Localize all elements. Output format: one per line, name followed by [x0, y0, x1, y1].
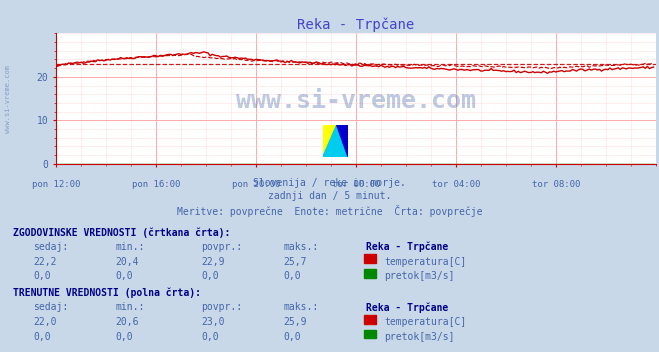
- Text: temperatura[C]: temperatura[C]: [384, 257, 467, 266]
- Text: 25,7: 25,7: [283, 257, 307, 266]
- Text: 0,0: 0,0: [33, 332, 51, 342]
- Text: sedaj:: sedaj:: [33, 302, 68, 313]
- Text: maks.:: maks.:: [283, 302, 318, 313]
- Text: tor 08:00: tor 08:00: [532, 180, 580, 189]
- Polygon shape: [323, 125, 337, 157]
- Text: Meritve: povprečne  Enote: metrične  Črta: povprečje: Meritve: povprečne Enote: metrične Črta:…: [177, 205, 482, 216]
- Text: tor 04:00: tor 04:00: [432, 180, 480, 189]
- Text: pon 20:00: pon 20:00: [232, 180, 280, 189]
- Text: 22,9: 22,9: [201, 257, 225, 266]
- Text: tor 00:00: tor 00:00: [331, 180, 380, 189]
- Text: Reka - Trpčane: Reka - Trpčane: [366, 302, 448, 313]
- Text: www.si-vreme.com: www.si-vreme.com: [5, 64, 11, 133]
- Text: 23,0: 23,0: [201, 317, 225, 327]
- Text: pretok[m3/s]: pretok[m3/s]: [384, 332, 455, 342]
- Text: www.si-vreme.com: www.si-vreme.com: [236, 89, 476, 113]
- Text: maks.:: maks.:: [283, 242, 318, 252]
- Text: povpr.:: povpr.:: [201, 242, 242, 252]
- Polygon shape: [337, 125, 348, 157]
- Text: povpr.:: povpr.:: [201, 302, 242, 313]
- Text: min.:: min.:: [115, 302, 145, 313]
- Text: zadnji dan / 5 minut.: zadnji dan / 5 minut.: [268, 191, 391, 201]
- Polygon shape: [323, 125, 348, 157]
- Text: 20,6: 20,6: [115, 317, 139, 327]
- Text: 0,0: 0,0: [283, 271, 301, 281]
- Text: ZGODOVINSKE VREDNOSTI (črtkana črta):: ZGODOVINSKE VREDNOSTI (črtkana črta):: [13, 227, 231, 238]
- Text: pretok[m3/s]: pretok[m3/s]: [384, 271, 455, 281]
- Text: pon 16:00: pon 16:00: [132, 180, 180, 189]
- Text: 0,0: 0,0: [283, 332, 301, 342]
- Text: 25,9: 25,9: [283, 317, 307, 327]
- Text: min.:: min.:: [115, 242, 145, 252]
- Text: 0,0: 0,0: [201, 271, 219, 281]
- Text: 0,0: 0,0: [115, 332, 133, 342]
- Text: 22,0: 22,0: [33, 317, 57, 327]
- Text: TRENUTNE VREDNOSTI (polna črta):: TRENUTNE VREDNOSTI (polna črta):: [13, 288, 201, 298]
- Text: 22,2: 22,2: [33, 257, 57, 266]
- Text: sedaj:: sedaj:: [33, 242, 68, 252]
- Text: Reka - Trpčane: Reka - Trpčane: [366, 242, 448, 252]
- Text: pon 12:00: pon 12:00: [32, 180, 80, 189]
- Text: 20,4: 20,4: [115, 257, 139, 266]
- Text: 0,0: 0,0: [115, 271, 133, 281]
- Title: Reka - Trpčane: Reka - Trpčane: [297, 18, 415, 32]
- Text: temperatura[C]: temperatura[C]: [384, 317, 467, 327]
- Text: 0,0: 0,0: [201, 332, 219, 342]
- Text: Slovenija / reke in morje.: Slovenija / reke in morje.: [253, 178, 406, 188]
- Text: 0,0: 0,0: [33, 271, 51, 281]
